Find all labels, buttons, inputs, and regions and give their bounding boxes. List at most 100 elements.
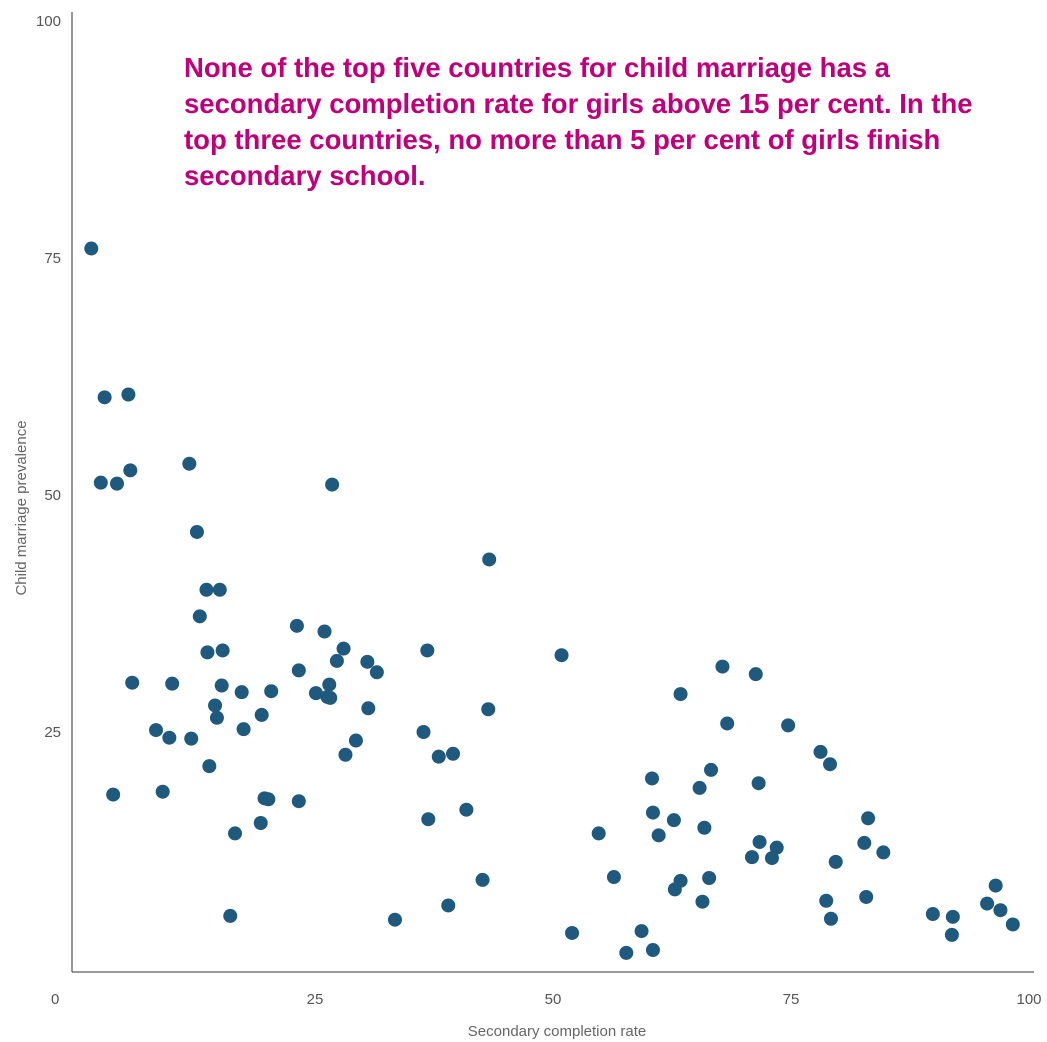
data-point: [819, 893, 834, 908]
data-point: [192, 609, 207, 624]
x-tick-label: 50: [545, 991, 562, 1008]
data-point: [212, 582, 227, 597]
data-point: [861, 811, 876, 826]
data-point: [748, 667, 763, 682]
data-point: [813, 744, 828, 759]
data-point: [264, 684, 279, 699]
data-point: [482, 552, 497, 567]
data-point: [695, 894, 710, 909]
data-point: [189, 524, 204, 539]
data-point: [565, 925, 580, 940]
data-point: [369, 665, 384, 680]
data-point: [619, 945, 634, 960]
data-point: [338, 747, 353, 762]
x-tick-label: 25: [307, 991, 324, 1008]
data-point: [673, 873, 688, 888]
data-point: [673, 687, 688, 702]
data-point: [317, 624, 332, 639]
y-tick-label: 100: [36, 13, 61, 30]
data-point: [291, 663, 306, 678]
data-point: [925, 907, 940, 922]
data-point: [200, 645, 215, 660]
data-point: [97, 390, 112, 405]
y-tick-label: 75: [44, 250, 61, 267]
data-points: [84, 241, 1020, 960]
data-point: [155, 784, 170, 799]
data-point: [121, 387, 136, 402]
data-point: [289, 618, 304, 633]
data-point: [348, 733, 363, 748]
data-point: [123, 463, 138, 478]
data-point: [387, 912, 402, 927]
data-point: [751, 776, 766, 791]
data-point: [446, 746, 461, 761]
x-tick-label: 0: [51, 991, 59, 1008]
data-point: [634, 924, 649, 939]
data-point: [84, 241, 99, 256]
data-point: [666, 813, 681, 828]
data-point: [857, 835, 872, 850]
data-point: [202, 759, 217, 774]
y-axis-label: Child marriage prevalence: [13, 420, 30, 595]
data-point: [720, 716, 735, 731]
data-point: [606, 870, 621, 885]
x-axis-label: Secondary completion rate: [468, 1023, 646, 1040]
data-point: [322, 677, 337, 692]
data-point: [165, 676, 180, 691]
data-point: [431, 749, 446, 764]
x-tick-labels: 0 25 50 75 100: [51, 991, 1042, 1008]
data-point: [308, 686, 323, 701]
data-point: [228, 826, 243, 841]
data-point: [645, 805, 660, 820]
data-point: [420, 643, 435, 658]
data-point: [692, 780, 707, 795]
data-point: [481, 702, 496, 717]
data-point: [360, 654, 375, 669]
data-point: [323, 690, 338, 705]
data-point: [162, 730, 177, 745]
data-point: [645, 771, 660, 786]
y-tick-labels: 25 50 75 100: [36, 13, 61, 741]
data-point: [945, 909, 960, 924]
data-point: [988, 878, 1003, 893]
data-point: [208, 698, 223, 713]
data-point: [336, 641, 351, 656]
data-point: [253, 816, 268, 831]
data-point: [182, 456, 197, 471]
data-point: [199, 582, 214, 597]
data-point: [261, 792, 276, 807]
data-point: [421, 812, 436, 827]
data-point: [859, 889, 874, 904]
data-point: [744, 850, 759, 865]
data-point: [236, 722, 251, 737]
data-point: [329, 653, 344, 668]
data-point: [209, 710, 224, 725]
data-point: [109, 476, 124, 491]
data-point: [876, 845, 891, 860]
y-tick-label: 50: [44, 487, 61, 504]
data-point: [441, 898, 456, 913]
data-point: [234, 685, 249, 700]
data-point: [781, 718, 796, 733]
data-point: [828, 854, 843, 869]
chart-annotation: None of the top five countries for child…: [184, 52, 973, 191]
data-point: [697, 820, 712, 835]
data-point: [769, 840, 784, 855]
data-point: [125, 675, 140, 690]
data-point: [651, 828, 666, 843]
data-point: [554, 648, 569, 663]
data-point: [459, 802, 474, 817]
data-point: [764, 851, 779, 866]
data-point: [291, 794, 306, 809]
data-point: [416, 725, 431, 739]
data-point: [702, 870, 717, 885]
data-point: [752, 834, 767, 849]
data-point: [214, 678, 229, 693]
data-point: [823, 911, 838, 926]
data-point: [106, 787, 121, 802]
data-point: [993, 903, 1008, 918]
data-point: [1005, 917, 1020, 932]
data-point: [704, 762, 719, 777]
data-point: [475, 872, 490, 887]
